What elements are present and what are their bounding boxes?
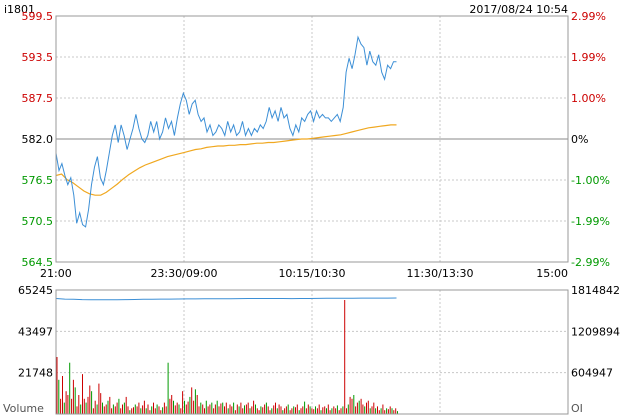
price-tick-label: 587.5	[22, 92, 54, 105]
price-tick-label: 570.5	[22, 215, 54, 228]
symbol-label: i1801	[4, 3, 35, 16]
oi-tick-label: 1209894	[571, 325, 620, 338]
volume-tick-label: 65245	[18, 284, 53, 297]
axis-labels: 599.5 2.99% 593.5 1.99% 587.5 1.00% 582.0 0% 576…	[18, 10, 620, 380]
price-tick-label: 599.5	[22, 10, 54, 23]
time-tick-label: 11:30/13:30	[406, 267, 473, 280]
time-tick-label: 21:00	[40, 267, 72, 280]
oi-tick-label: 604947	[571, 367, 613, 380]
price-panel-frame	[55, 15, 569, 263]
price-line	[55, 35, 397, 228]
volume-panel-frame	[55, 289, 569, 415]
volume-bars	[56, 300, 398, 414]
open-interest-line	[55, 297, 397, 301]
price-tick-label: 582.0	[22, 133, 54, 146]
time-tick-label: 10:15/10:30	[278, 267, 345, 280]
price-tick-label: 576.5	[22, 174, 54, 187]
datetime-label: 2017/08/24 10:54	[469, 3, 568, 16]
percent-tick-label: 1.00%	[571, 92, 606, 105]
price-tick-label: 564.5	[22, 256, 54, 269]
percent-tick-label: 0%	[571, 133, 588, 146]
volume-grid	[56, 289, 568, 414]
percent-tick-label: 2.99%	[571, 10, 606, 23]
time-tick-label: 15:00	[536, 267, 568, 280]
volume-tick-label: 21748	[18, 367, 53, 380]
percent-tick-label: -2.99%	[571, 256, 610, 269]
percent-tick-label: 1.99%	[571, 51, 606, 64]
price-tick-label: 593.5	[22, 51, 54, 64]
volume-axis-label: Volume	[3, 402, 44, 415]
percent-tick-label: -1.00%	[571, 174, 610, 187]
percent-tick-label: -1.99%	[571, 215, 610, 228]
volume-tick-label: 43497	[18, 325, 53, 338]
time-tick-label: 23:30/09:00	[150, 267, 217, 280]
oi-axis-label: OI	[571, 402, 583, 415]
average-price-line	[55, 124, 397, 196]
oi-tick-label: 1814842	[571, 284, 620, 297]
